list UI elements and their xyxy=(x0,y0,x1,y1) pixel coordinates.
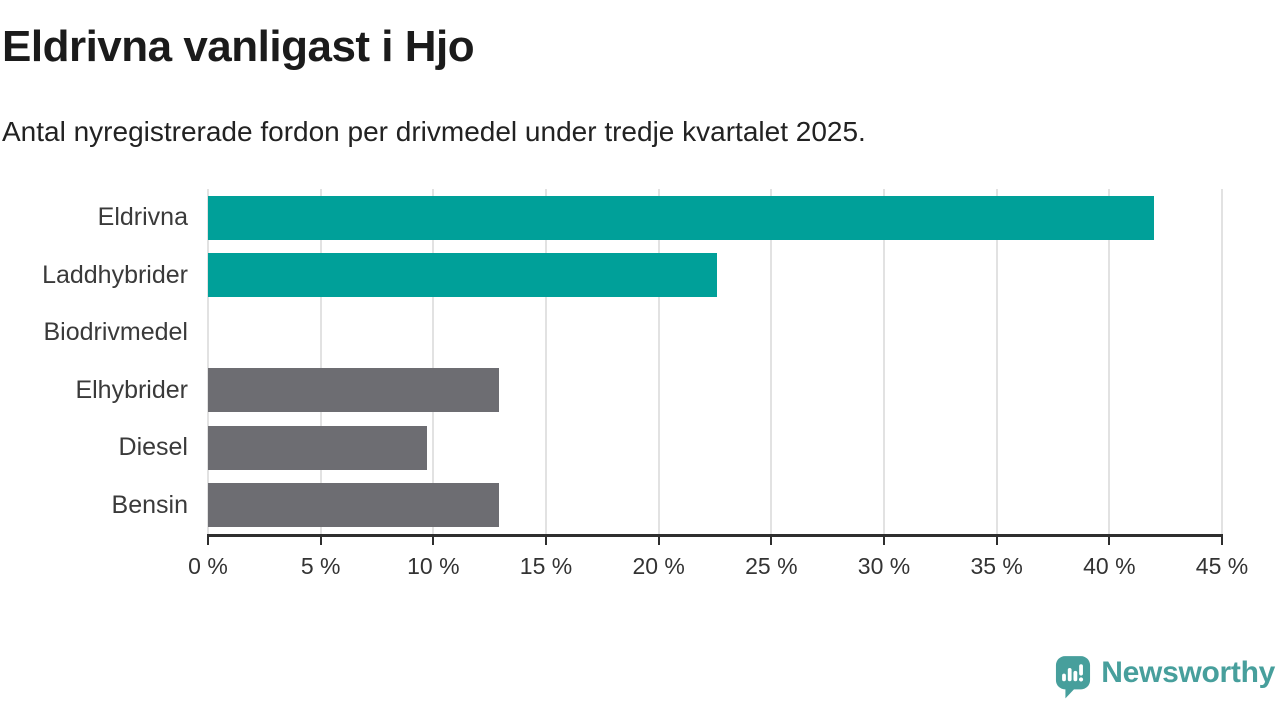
gridline xyxy=(995,189,998,534)
x-axis-tick xyxy=(1221,536,1223,545)
x-axis-tick xyxy=(432,536,435,545)
bar-bensin xyxy=(208,483,499,528)
x-axis-tick-label: 25 % xyxy=(745,553,798,579)
gridline xyxy=(1108,189,1111,534)
x-axis-tick xyxy=(207,536,209,545)
gridline xyxy=(207,189,209,534)
x-axis-tick-label: 30 % xyxy=(857,553,911,579)
x-axis-tick-label: 0 % xyxy=(188,553,228,579)
x-axis-tick xyxy=(770,536,773,545)
x-axis-tick xyxy=(995,536,998,545)
category-label: Diesel xyxy=(118,433,188,462)
newsworthy-wordmark: Newsworthy xyxy=(1101,656,1275,689)
x-axis-tick-label: 45 % xyxy=(1195,553,1249,579)
gridline xyxy=(319,189,322,534)
chart-title: Eldrivna vanligast i Hjo xyxy=(2,22,475,71)
newsworthy-logo: Newsworthy xyxy=(1055,655,1275,699)
x-axis-tick xyxy=(1108,536,1111,545)
x-axis-line xyxy=(207,534,1223,537)
x-axis-tick-label: 35 % xyxy=(970,553,1023,579)
category-label: Eldrivna xyxy=(97,203,188,232)
category-axis: Eldrivna Laddhybrider Biodrivmedel Elhybrid… xyxy=(0,189,188,534)
chart-subtitle: Antal nyregistrerade fordon per drivmede… xyxy=(2,116,866,147)
x-axis-tick xyxy=(883,536,885,545)
x-axis-tick xyxy=(545,536,547,545)
category-label: Biodrivmedel xyxy=(43,318,188,347)
newsworthy-speech-bubble-icon xyxy=(1056,656,1091,699)
bar-chart-plot-area: 0 % 5 % 10 % 15 % 20 % 25 % 30 % 35 % 40 % 45 % xyxy=(188,189,1248,579)
gridline xyxy=(770,189,773,534)
x-axis-tick xyxy=(657,536,660,545)
category-label: Bensin xyxy=(111,490,188,519)
bar-laddhybrider xyxy=(208,253,718,298)
gridline xyxy=(657,189,660,534)
gridline xyxy=(1221,189,1223,534)
x-axis-tick-label: 15 % xyxy=(519,553,573,579)
x-axis-tick-label: 20 % xyxy=(632,553,685,579)
gridline xyxy=(545,189,547,534)
gridline xyxy=(432,189,435,534)
gridline xyxy=(883,189,885,534)
bar-eldrivna xyxy=(208,195,1155,240)
bar-elhybrider xyxy=(208,368,499,413)
x-axis-tick-label: 40 % xyxy=(1083,553,1136,579)
category-label: Elhybrider xyxy=(75,375,188,404)
x-axis-tick-label: 5 % xyxy=(300,553,341,579)
x-axis-tick xyxy=(319,536,322,545)
bar-diesel xyxy=(208,425,427,470)
x-axis-tick-label: 10 % xyxy=(407,553,460,579)
category-label: Laddhybrider xyxy=(42,260,188,289)
